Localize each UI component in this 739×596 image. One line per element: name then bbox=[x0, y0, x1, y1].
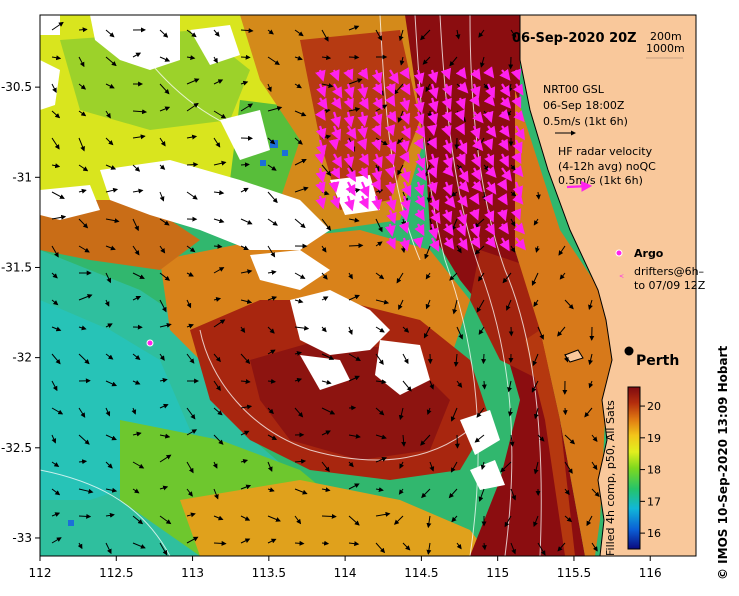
radar-legend-arrow bbox=[567, 186, 590, 187]
y-tick-label: -32.5 bbox=[1, 441, 32, 455]
y-tick-label: -30.5 bbox=[1, 80, 32, 94]
model-arrow bbox=[241, 164, 249, 165]
y-tick-label: -31.5 bbox=[1, 260, 32, 274]
model-arrow bbox=[241, 57, 250, 58]
model-legend-line3: 0.5m/s (1kt 6h) bbox=[543, 115, 628, 128]
model-legend-line2: 06-Sep 18:00Z bbox=[543, 99, 625, 112]
model-arrow bbox=[457, 435, 458, 448]
drifters-legend-line1: drifters@6h– bbox=[634, 265, 704, 278]
model-arrow bbox=[295, 543, 304, 544]
colorbar-tick-label: 20 bbox=[647, 400, 661, 413]
model-legend-line1: NRT00 GSL bbox=[543, 83, 605, 96]
x-tick-label: 116 bbox=[639, 566, 662, 580]
sst-field bbox=[40, 15, 696, 556]
depth-legend-1000: 1000m bbox=[646, 42, 685, 55]
model-arrow bbox=[214, 543, 226, 544]
perth-marker bbox=[625, 347, 634, 356]
argo-legend-label: Argo bbox=[634, 247, 664, 260]
argo-float-marker bbox=[147, 340, 153, 346]
colorbar bbox=[628, 387, 640, 549]
radar-legend-line2: (4-12h avg) noQC bbox=[558, 160, 656, 173]
model-arrow bbox=[322, 543, 328, 544]
argo-legend-marker bbox=[616, 250, 622, 256]
radar-legend-line3: 0.5m/s (1kt 6h) bbox=[558, 174, 643, 187]
colorbar-tick-label: 18 bbox=[647, 464, 661, 477]
model-arrow bbox=[79, 29, 87, 30]
x-tick-label: 112.5 bbox=[99, 566, 133, 580]
x-tick-label: 112 bbox=[29, 566, 52, 580]
x-axis: 112 112.5 113 113.5 114 114.5 115 115.5 116 bbox=[29, 556, 662, 580]
y-tick-label: -33 bbox=[12, 531, 32, 545]
credit-text: © IMOS 10-Sep-2020 13:09 Hobart bbox=[716, 346, 730, 580]
drifter-legend-marker: < bbox=[619, 273, 624, 280]
model-arrow bbox=[349, 57, 358, 58]
colorbar-title: Filled 4h comp, p50, All Sats bbox=[604, 400, 617, 556]
map-title: 06-Sep-2020 20Z bbox=[512, 31, 637, 46]
y-tick-label: -31 bbox=[12, 170, 32, 184]
x-tick-label: 115.5 bbox=[557, 566, 591, 580]
model-arrow bbox=[187, 164, 197, 165]
model-arrow bbox=[79, 516, 90, 517]
colorbar-tick-label: 17 bbox=[647, 495, 661, 508]
model-arrow bbox=[349, 245, 362, 246]
model-arrow bbox=[322, 516, 336, 517]
x-tick-label: 114 bbox=[334, 566, 357, 580]
model-arrow bbox=[484, 381, 485, 389]
x-tick-label: 113.5 bbox=[252, 566, 286, 580]
perth-label: Perth bbox=[636, 353, 679, 369]
colorbar-tick-label: 16 bbox=[647, 527, 661, 540]
y-axis: -30.5 -31 -31.5 -32 -32.5 -33 bbox=[1, 80, 40, 545]
x-tick-label: 113 bbox=[181, 566, 204, 580]
x-tick-label: 114.5 bbox=[404, 566, 438, 580]
drifters-legend-line2: to 07/09 12Z bbox=[634, 279, 706, 292]
x-tick-label: 115 bbox=[486, 566, 509, 580]
colorbar-tick-label: 19 bbox=[647, 432, 661, 445]
model-arrow bbox=[483, 354, 484, 363]
radar-legend-line1: HF radar velocity bbox=[558, 145, 653, 158]
y-tick-label: -32 bbox=[12, 351, 32, 365]
radar-arrow bbox=[320, 154, 322, 162]
model-arrow bbox=[565, 408, 566, 414]
radar-arrow bbox=[432, 126, 434, 134]
